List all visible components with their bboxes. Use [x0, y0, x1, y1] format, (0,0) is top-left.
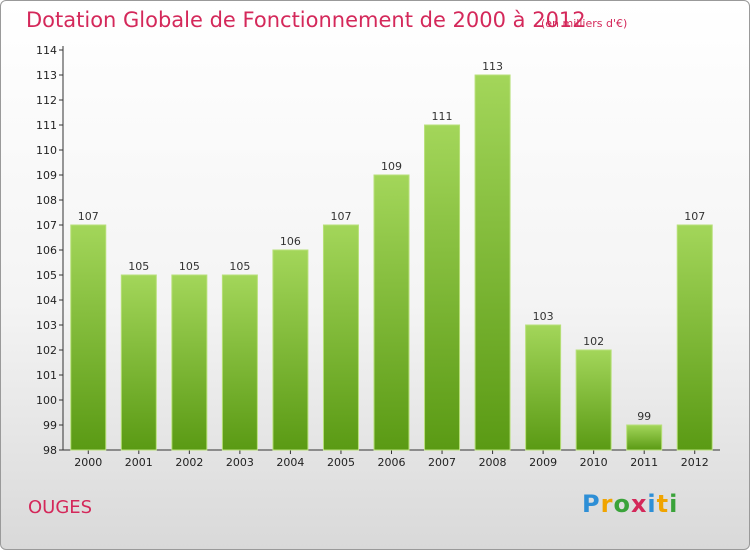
y-tick-label: 112 — [36, 94, 57, 107]
x-tick-label: 2009 — [529, 456, 557, 469]
bar-value-label: 107 — [684, 210, 705, 223]
x-tick-label: 2002 — [175, 456, 203, 469]
y-tick-label: 108 — [36, 194, 57, 207]
logo-letter: t — [656, 490, 670, 518]
bar-value-label: 107 — [78, 210, 99, 223]
x-tick-label: 2000 — [74, 456, 102, 469]
bar — [322, 224, 359, 451]
x-tick-label: 2004 — [276, 456, 304, 469]
bar — [120, 274, 157, 451]
bar — [424, 124, 461, 451]
x-tick-label: 2007 — [428, 456, 456, 469]
y-tick-label: 101 — [36, 369, 57, 382]
bar — [272, 249, 309, 451]
bar-value-label: 105 — [128, 260, 149, 273]
bar-value-label: 106 — [280, 235, 301, 248]
y-tick-label: 103 — [36, 319, 57, 332]
x-tick-label: 2001 — [125, 456, 153, 469]
y-tick-label: 104 — [36, 294, 57, 307]
bar — [575, 349, 612, 451]
chart-unit: (en milliers d'€) — [541, 17, 628, 30]
y-tick-label: 105 — [36, 269, 57, 282]
y-tick-label: 106 — [36, 244, 57, 257]
bar — [626, 424, 663, 451]
y-tick-label: 107 — [36, 219, 57, 232]
bar-value-label: 105 — [229, 260, 250, 273]
x-tick-label: 2005 — [327, 456, 355, 469]
x-tick-label: 2012 — [681, 456, 709, 469]
y-tick-label: 109 — [36, 169, 57, 182]
bar-value-label: 99 — [637, 410, 651, 423]
logo-letter: i — [669, 490, 679, 518]
logo-letter: r — [600, 490, 614, 518]
y-tick-label: 114 — [36, 44, 57, 57]
y-tick-label: 99 — [43, 419, 57, 432]
bar-value-label: 103 — [533, 310, 554, 323]
bar-value-label: 113 — [482, 60, 503, 73]
bar — [676, 224, 713, 451]
proxiti-logo: Proxiti — [582, 490, 678, 518]
chart-title: Dotation Globale de Fonctionnement de 20… — [26, 8, 586, 32]
bar — [373, 174, 410, 451]
y-tick-label: 102 — [36, 344, 57, 357]
bar-value-label: 102 — [583, 335, 604, 348]
x-tick-label: 2003 — [226, 456, 254, 469]
y-tick-label: 111 — [36, 119, 57, 132]
commune-name: OUGES — [28, 497, 93, 518]
x-tick-label: 2008 — [479, 456, 507, 469]
y-tick-label: 113 — [36, 69, 57, 82]
bar — [525, 324, 562, 451]
bar-value-label: 105 — [179, 260, 200, 273]
y-tick-label: 98 — [43, 444, 57, 457]
x-tick-label: 2010 — [580, 456, 608, 469]
bar-value-label: 109 — [381, 160, 402, 173]
y-tick-label: 110 — [36, 144, 57, 157]
y-tick-label: 100 — [36, 394, 57, 407]
bar — [474, 74, 511, 451]
x-tick-label: 2006 — [378, 456, 406, 469]
bar-value-label: 111 — [432, 110, 453, 123]
bar — [221, 274, 258, 451]
logo-letter: o — [613, 490, 631, 518]
bar-value-label: 107 — [330, 210, 351, 223]
bar — [70, 224, 107, 451]
logo-letter: i — [647, 490, 657, 518]
x-tick-label: 2011 — [630, 456, 658, 469]
bar — [171, 274, 208, 451]
logo-letter: x — [630, 490, 648, 518]
logo-letter: P — [582, 490, 601, 518]
